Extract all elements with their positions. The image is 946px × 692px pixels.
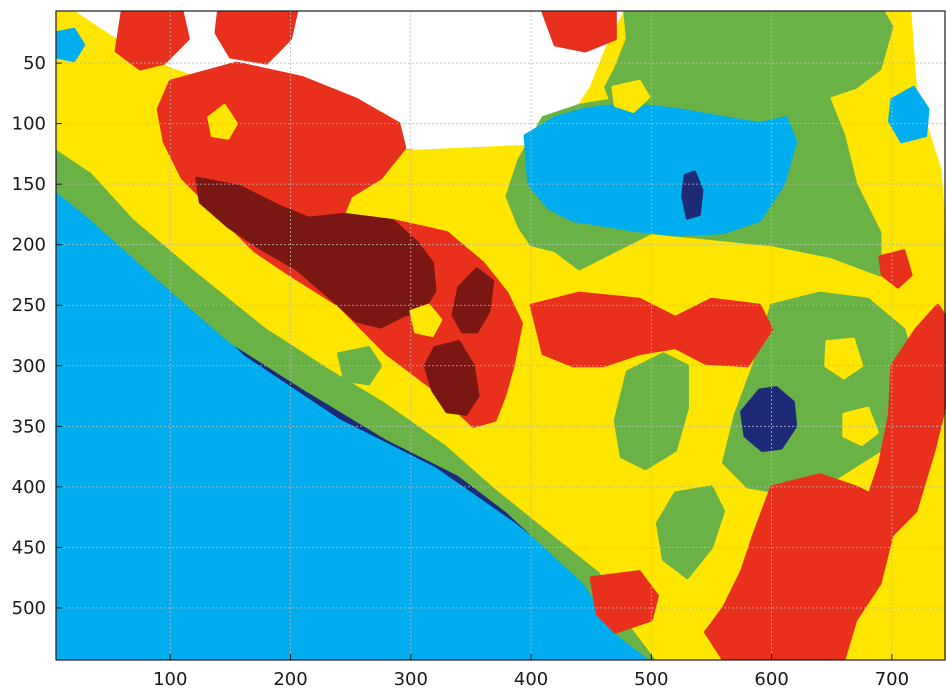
x-tick-label: 600 [754,669,788,690]
x-tick-label: 700 [875,669,909,690]
y-tick-label: 100 [12,114,46,135]
contour-region-yellow-spot-30 [409,303,443,337]
y-tick-label: 150 [12,174,46,195]
contour-region-blue-patch-12 [56,27,86,63]
contour-region-outer-green-9 [337,346,383,386]
contour-region-darkblue-blob-13 [681,170,704,220]
y-tick-label: 350 [12,416,46,437]
contour-region-yellow-spot-27 [207,103,238,140]
contour-region-red-patch-26 [878,249,913,289]
y-tick-label: 300 [12,356,46,377]
x-tick-label: 500 [634,669,668,690]
axis-frame [55,10,946,661]
x-tick-label: 100 [153,669,187,690]
y-tick-label: 50 [23,53,46,74]
x-tick-label: 400 [514,669,548,690]
y-tick-label: 250 [12,295,46,316]
contour-region-yellow-spot-28 [611,79,651,113]
contour-region-red-patch-24 [704,473,894,660]
x-tick-label: 200 [273,669,307,690]
y-tick-label: 200 [12,235,46,256]
y-tick-label: 400 [12,477,46,498]
contour-region-darkred-core-17 [423,340,480,416]
grid-lines [56,11,946,660]
axes: 100 200 300 400 500 600 700 50 100 150 200 250 300 35… [12,10,946,690]
y-tick-label: 450 [12,537,46,558]
y-tick-label: 500 [12,598,46,619]
contour-region-red-patch-20 [214,11,298,65]
plot-area [56,11,946,660]
contour-region-yellow-spot-29 [824,337,864,380]
x-tick-label: 300 [394,669,428,690]
contour-region-darkblue-blob-14 [740,386,798,452]
contour-region-red-patch-22 [529,291,774,368]
contour-region-darkred-core-18 [451,267,495,334]
contour-region-blue-patch-11 [888,85,930,144]
contour-region-red-patch-21 [541,11,617,53]
contour-region-outer-green-8 [655,485,725,580]
